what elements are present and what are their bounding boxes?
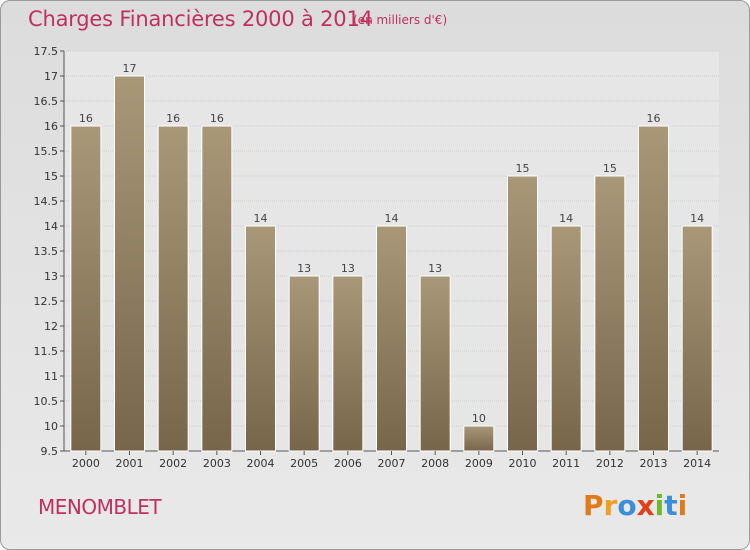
data-label: 13 (428, 262, 442, 275)
data-label: 16 (210, 112, 224, 125)
bar (638, 125, 669, 452)
bar (288, 275, 320, 452)
y-tick-label: 17.5 (34, 45, 59, 58)
bar (332, 275, 364, 452)
data-label: 14 (690, 212, 704, 225)
y-tick-label: 16.5 (34, 95, 59, 108)
y-tick-label: 10 (44, 420, 58, 433)
logo-letter: i (677, 489, 688, 522)
x-tick-label: 2013 (640, 457, 668, 470)
x-tick-label: 2002 (159, 457, 187, 470)
y-tick-label: 14.5 (34, 195, 59, 208)
x-tick-label: 2006 (334, 457, 362, 470)
x-tick-label: 2000 (72, 457, 100, 470)
data-label: 16 (166, 112, 180, 125)
logo-letter: i (654, 489, 665, 522)
x-tick-label: 2012 (596, 457, 624, 470)
y-tick-label: 13 (44, 270, 58, 283)
x-tick-label: 2010 (509, 457, 537, 470)
bar (114, 75, 145, 452)
y-tick-label: 13.5 (34, 245, 59, 258)
bar (507, 175, 538, 452)
data-label: 15 (516, 162, 530, 175)
commune-name: MENOMBLET (38, 495, 162, 519)
data-label: 14 (559, 212, 573, 225)
x-tick-label: 2014 (683, 457, 711, 470)
logo-letter: r (603, 489, 618, 522)
logo-letter: t (664, 489, 678, 522)
chart-subtitle: (en milliers d'€) (353, 13, 448, 27)
chart-title: Charges Financières 2000 à 2014 (28, 7, 373, 31)
x-tick-label: 2004 (247, 457, 275, 470)
bar (550, 225, 582, 452)
y-tick-label: 12.5 (34, 295, 59, 308)
bar (245, 225, 276, 452)
logo-letter: P (583, 489, 604, 522)
x-tick-label: 2005 (290, 457, 318, 470)
y-tick-label: 15 (44, 170, 58, 183)
bar (201, 125, 233, 452)
logo-letter: x (636, 489, 655, 522)
bar (70, 125, 102, 452)
data-label: 15 (603, 162, 617, 175)
x-tick-label: 2007 (378, 457, 406, 470)
y-tick-label: 17 (44, 70, 58, 83)
data-label: 14 (385, 212, 399, 225)
data-label: 16 (79, 112, 93, 125)
bar (594, 175, 626, 452)
x-tick-label: 2008 (421, 457, 449, 470)
y-tick-label: 9.5 (41, 445, 59, 458)
bar (157, 125, 189, 452)
data-label: 13 (341, 262, 355, 275)
y-tick-label: 11.5 (34, 345, 59, 358)
x-tick-label: 2009 (465, 457, 493, 470)
y-tick-label: 12 (44, 320, 58, 333)
bar (681, 225, 713, 452)
bar (463, 425, 495, 452)
data-label: 14 (254, 212, 268, 225)
bar (376, 225, 407, 452)
logo-letter: o (617, 489, 637, 522)
y-tick-label: 16 (44, 120, 58, 133)
y-tick-label: 14 (44, 220, 58, 233)
y-tick-label: 11 (44, 370, 58, 383)
y-tick-label: 15.5 (34, 145, 59, 158)
data-label: 13 (297, 262, 311, 275)
proxiti-logo: Proxiti (583, 489, 687, 522)
bar (419, 275, 451, 452)
x-tick-label: 2011 (552, 457, 580, 470)
x-tick-label: 2001 (116, 457, 144, 470)
data-label: 10 (472, 412, 486, 425)
y-tick-label: 10.5 (34, 395, 59, 408)
data-label: 17 (123, 62, 137, 75)
data-label: 16 (647, 112, 661, 125)
x-tick-label: 2003 (203, 457, 231, 470)
